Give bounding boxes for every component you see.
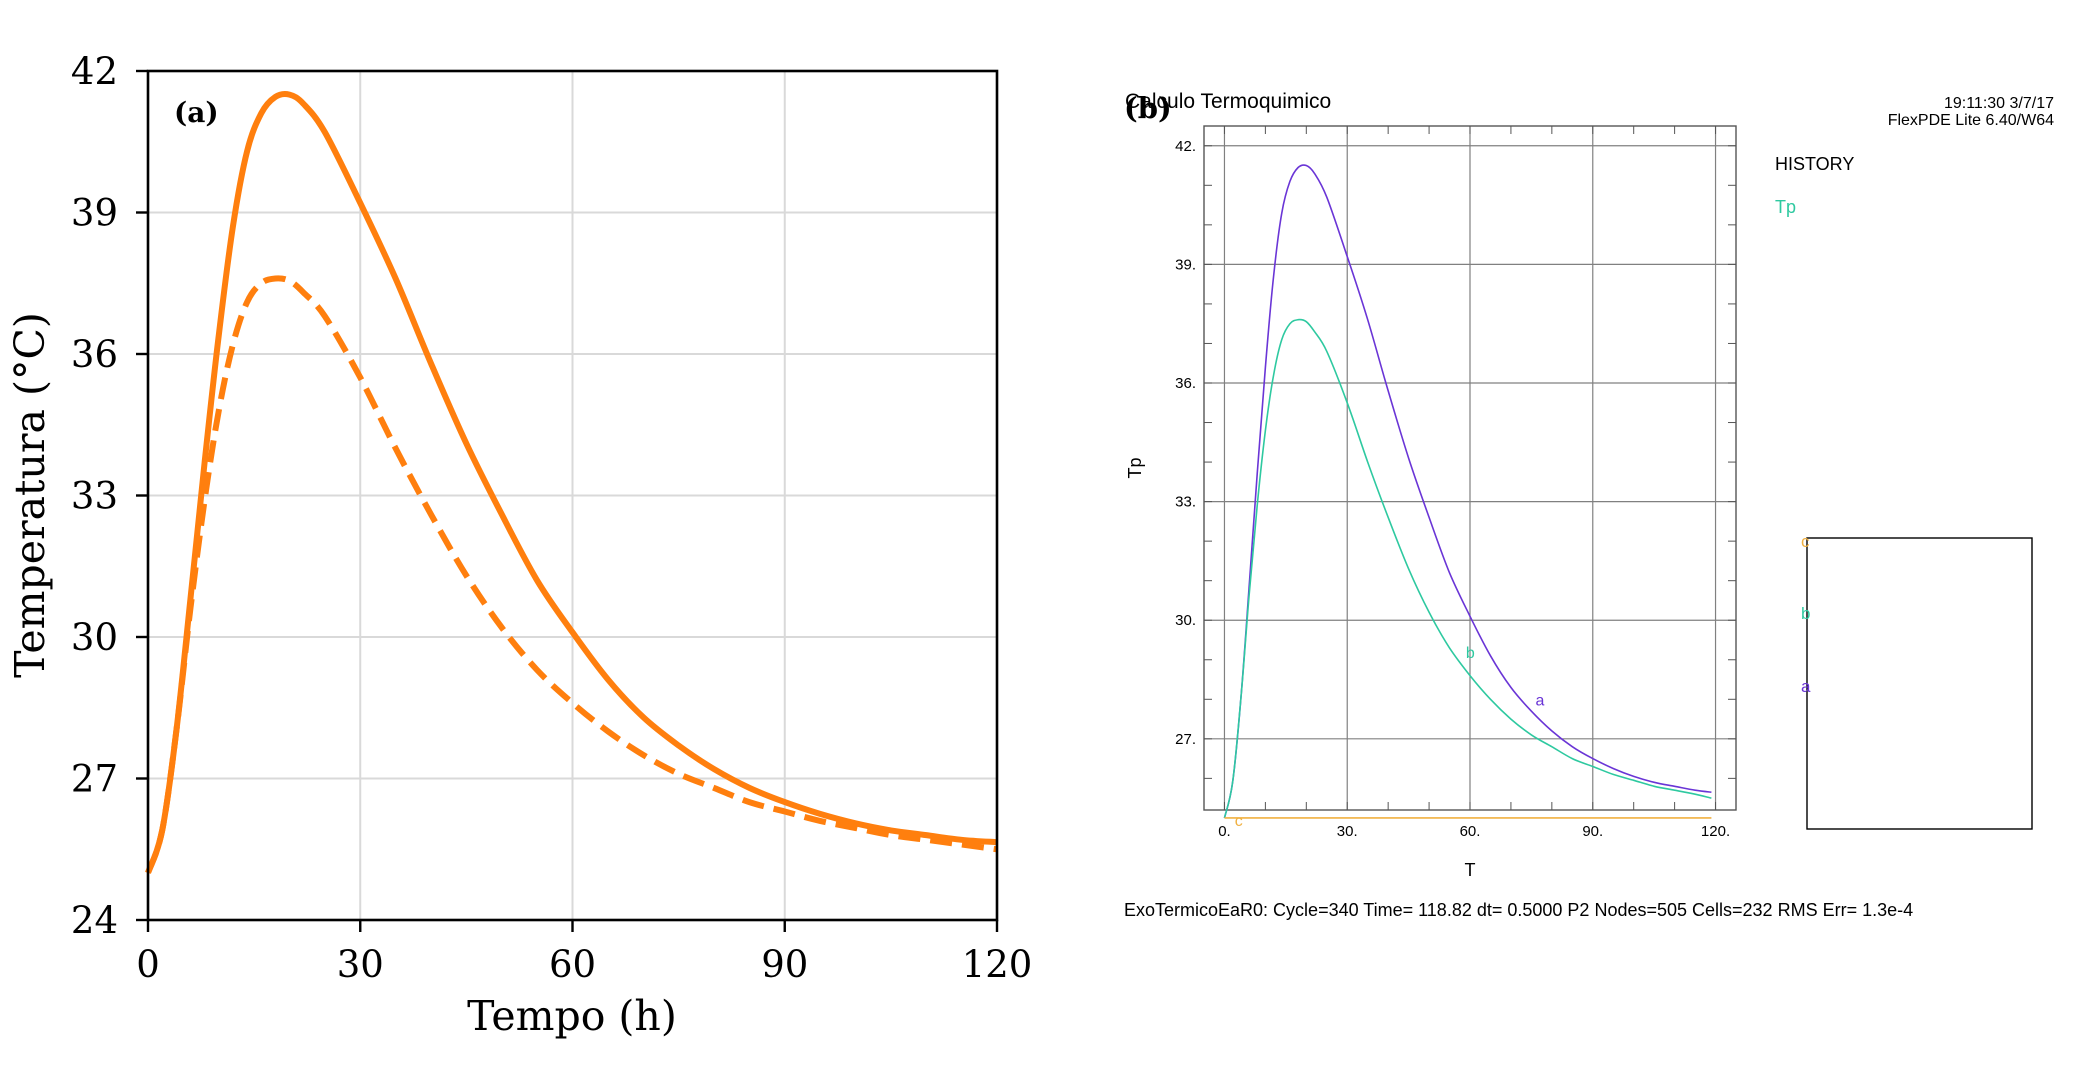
panel-b-timestamp: 19:11:30 3/7/17 xyxy=(1944,95,2054,112)
panel-b-legend-marker-b: b xyxy=(1801,604,1810,623)
panel-b-y-tick-label: 27. xyxy=(1175,731,1196,748)
panel-b-footer: ExoTermicoEaR0: Cycle=340 Time= 118.82 d… xyxy=(1124,900,1913,920)
panel-b-y-tick-label: 30. xyxy=(1175,612,1196,629)
panel-b-x-tick-label: 120. xyxy=(1701,823,1730,840)
panel-b-ticks: 0. 30. 60. 90. 120. 27. 30. 33. 36. 39. 42. xyxy=(1175,126,1736,840)
panel-b-curve-label-a: a xyxy=(1535,692,1544,709)
panel-b-y-tick-label: 39. xyxy=(1175,256,1196,273)
panel-b-legend-marker-a: a xyxy=(1801,677,1811,696)
panel-a-series xyxy=(145,90,998,874)
panel-b-x-axis-label: T xyxy=(1465,860,1476,880)
panel-b-y-tick-label: 33. xyxy=(1175,494,1196,511)
panel-a-x-axis-label: Tempo (h) xyxy=(467,992,677,1040)
panel-a-x-tick-label: 30 xyxy=(337,943,384,986)
panel-b-y-tick-label: 36. xyxy=(1175,375,1196,392)
panel-b-y-axis-label: Tp xyxy=(1125,457,1145,478)
panel-b-legend-variable: Tp xyxy=(1775,197,1796,217)
panel-a-chart: 0 30 60 90 120 24 27 30 33 36 39 42 (a) Tempo (h) T… xyxy=(6,50,1032,1040)
panel-b-grid xyxy=(1204,126,1736,810)
panel-a-solid-line xyxy=(145,90,998,874)
panel-b-x-tick-label: 60. xyxy=(1460,823,1481,840)
panel-b-title: Calculo Termoquimico xyxy=(1125,90,1331,113)
panel-a-dashed-line xyxy=(145,275,998,874)
panel-a-x-tick-label: 120 xyxy=(962,943,1033,986)
panel-b-curve-label-c: c xyxy=(1235,813,1243,830)
panel-b-series-a-line xyxy=(1223,164,1712,819)
panel-b-x-tick-label: 90. xyxy=(1582,823,1603,840)
panel-b-x-tick-label: 0. xyxy=(1218,823,1231,840)
panel-b-legend-marker-c: c xyxy=(1801,532,1810,551)
panel-b-legend-title: HISTORY xyxy=(1775,154,1854,174)
panel-a-label: (a) xyxy=(174,96,219,129)
panel-b-series xyxy=(1223,164,1712,819)
panel-b-series-b-line xyxy=(1223,318,1712,819)
panel-a-y-tick-label: 24 xyxy=(71,899,118,942)
panel-a-ticks: 0 30 60 90 120 24 27 30 33 36 39 42 xyxy=(71,50,1032,986)
panel-a-y-tick-label: 30 xyxy=(71,616,118,659)
panel-b-y-tick-label: 42. xyxy=(1175,138,1196,155)
panel-a-x-tick-label: 0 xyxy=(136,943,160,986)
panel-a-x-tick-label: 60 xyxy=(549,943,596,986)
panel-b-chart: 0. 30. 60. 90. 120. 27. 30. 33. 36. 39. 42. a b c Ca… xyxy=(1124,90,2054,920)
panel-b-label: (b) xyxy=(1124,91,1172,125)
panel-a-y-tick-label: 39 xyxy=(71,192,118,235)
panel-a-y-tick-label: 33 xyxy=(71,475,118,518)
panel-a-x-tick-label: 90 xyxy=(761,943,808,986)
panel-a-y-tick-label: 27 xyxy=(71,758,118,801)
panel-a-y-tick-label: 42 xyxy=(71,50,118,93)
panel-b-software: FlexPDE Lite 6.40/W64 xyxy=(1888,112,2054,129)
panel-a-y-tick-label: 36 xyxy=(71,333,118,376)
panel-b-curve-label-b: b xyxy=(1466,645,1475,662)
panel-b-legend-box xyxy=(1806,537,2033,830)
panel-a-y-axis-label: Temperatura (°C) xyxy=(6,312,54,678)
panel-a-grid xyxy=(147,70,998,921)
panel-b-x-tick-label: 30. xyxy=(1337,823,1358,840)
panel-b-curve-labels: a b c xyxy=(1235,645,1545,830)
